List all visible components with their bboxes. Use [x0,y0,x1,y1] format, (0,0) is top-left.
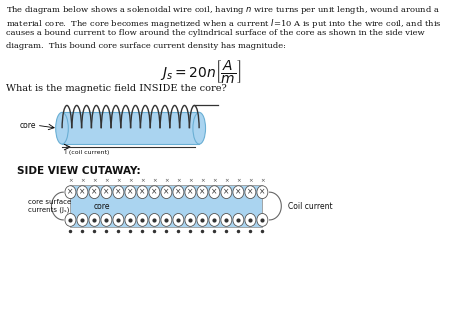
Circle shape [185,186,196,199]
Ellipse shape [193,112,206,144]
Text: What is the magnetic field INSIDE the core?: What is the magnetic field INSIDE the co… [6,84,227,93]
Text: ×: × [188,178,193,183]
Text: ×: × [212,178,217,183]
Text: ×: × [175,188,182,197]
Circle shape [137,213,148,226]
Circle shape [101,186,112,199]
Text: ×: × [103,188,109,197]
Circle shape [173,186,184,199]
Circle shape [245,186,256,199]
Circle shape [101,213,112,226]
Text: Coil current: Coil current [288,202,332,211]
Circle shape [137,186,148,199]
Circle shape [197,213,208,226]
Circle shape [185,213,196,226]
Text: $J_s = 20n\left[\dfrac{A}{m}\right]$: $J_s = 20n\left[\dfrac{A}{m}\right]$ [160,58,241,85]
Text: ×: × [128,178,133,183]
Text: ×: × [200,178,205,183]
Text: ×: × [224,178,228,183]
Circle shape [113,186,124,199]
Text: causes a bound current to flow around the cylindrical surface of the core as sho: causes a bound current to flow around th… [6,29,424,37]
Text: ×: × [164,178,169,183]
Text: ×: × [151,188,157,197]
Text: ×: × [140,178,145,183]
Circle shape [89,213,100,226]
Text: ×: × [235,188,242,197]
Text: core: core [94,202,110,211]
Circle shape [221,186,232,199]
Circle shape [233,186,244,199]
Text: ×: × [92,178,97,183]
Text: ×: × [68,178,73,183]
Text: ×: × [187,188,193,197]
Circle shape [209,213,220,226]
Circle shape [149,186,160,199]
Text: ×: × [127,188,134,197]
Bar [62,112,199,144]
Text: ×: × [80,178,85,183]
Circle shape [257,213,268,226]
Circle shape [197,186,208,199]
Text: ×: × [67,188,73,197]
Text: ×: × [91,188,98,197]
Circle shape [209,186,220,199]
Circle shape [65,213,76,226]
Circle shape [77,186,88,199]
Circle shape [125,186,136,199]
Circle shape [89,186,100,199]
Circle shape [221,213,232,226]
Text: ×: × [247,188,254,197]
Text: ×: × [79,188,86,197]
Text: ×: × [104,178,109,183]
Text: ×: × [223,188,229,197]
Text: ×: × [115,188,122,197]
Text: ×: × [259,188,265,197]
Text: diagram.  This bound core surface current density has magnitude:: diagram. This bound core surface current… [6,42,286,49]
Text: ×: × [236,178,241,183]
Text: SIDE VIEW CUTAWAY:: SIDE VIEW CUTAWAY: [17,166,140,176]
Circle shape [245,213,256,226]
Text: ×: × [163,188,170,197]
Text: ×: × [248,178,253,183]
Text: ×: × [211,188,218,197]
Circle shape [161,213,172,226]
Circle shape [77,213,88,226]
Bar [71,185,263,227]
Text: ×: × [152,178,157,183]
Text: material core.  The core becomes magnetized when a current $I$=10 A is put into : material core. The core becomes magnetiz… [6,17,441,30]
Circle shape [233,213,244,226]
Ellipse shape [55,112,68,144]
Text: core: core [20,121,36,130]
Circle shape [161,186,172,199]
Text: ×: × [116,178,121,183]
Text: ×: × [139,188,146,197]
Text: ×: × [260,178,264,183]
Circle shape [149,213,160,226]
Circle shape [65,186,76,199]
Text: The diagram below shows a solenoidal wire coil, having $n$ wire turns per unit l: The diagram below shows a solenoidal wir… [6,4,439,16]
Text: ×: × [199,188,206,197]
Text: core surface
currents (Jₛ): core surface currents (Jₛ) [28,199,72,213]
Circle shape [173,213,184,226]
Circle shape [125,213,136,226]
Text: I (coil current): I (coil current) [65,150,110,155]
Circle shape [113,213,124,226]
Text: ×: × [176,178,181,183]
Circle shape [257,186,268,199]
